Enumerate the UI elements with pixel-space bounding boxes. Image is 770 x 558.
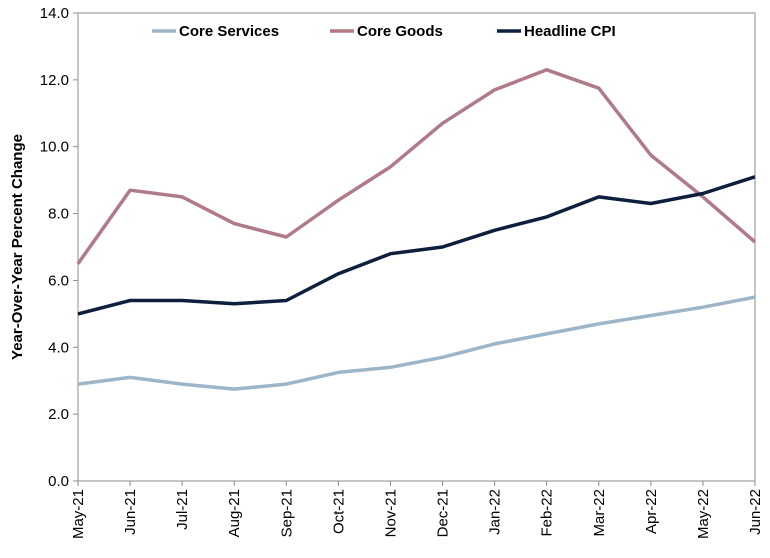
- series-line-core-services: [77, 295, 756, 391]
- y-axis-ticks: 0.0 2.0 4.0 6.0 8.0 10.0 12.0 14.0: [40, 5, 78, 490]
- x-tick-label: Jan-22: [487, 489, 504, 535]
- x-tick-label: Apr-22: [643, 489, 660, 534]
- legend-label: Headline CPI: [524, 23, 616, 40]
- y-tick-label: 6.0: [48, 272, 69, 289]
- x-tick-label: Dec-21: [435, 489, 452, 537]
- y-tick-label: 0.0: [48, 473, 69, 490]
- x-tick-label: May-21: [70, 489, 87, 539]
- x-tick-label: Jun-21: [122, 489, 139, 535]
- series-line-headline-cpi: [77, 175, 756, 316]
- legend-label: Core Services: [179, 23, 279, 40]
- legend: Core Services Core Goods Headline CPI: [152, 23, 616, 40]
- x-tick-label: Mar-22: [591, 489, 608, 537]
- legend-label: Core Goods: [357, 23, 443, 40]
- x-tick-label: Feb-22: [539, 489, 556, 537]
- x-tick-label: Jun-22: [747, 489, 764, 535]
- series-layer: [76, 68, 757, 391]
- x-axis-ticks: May-21 Jun-21 Jul-21 Aug-21 Sep-21 Oct-21 Nov-…: [70, 481, 764, 539]
- y-tick-label: 14.0: [40, 5, 69, 22]
- y-tick-label: 12.0: [40, 72, 69, 89]
- y-tick-label: 2.0: [48, 406, 69, 423]
- y-tick-label: 10.0: [40, 139, 69, 156]
- x-tick-label: Sep-21: [278, 489, 295, 537]
- x-tick-label: Jul-21: [174, 489, 191, 530]
- series-line-core-goods: [76, 68, 757, 265]
- plot-area-border: [77, 12, 756, 482]
- x-tick-label: Oct-21: [330, 489, 347, 534]
- x-tick-label: Aug-21: [226, 489, 243, 537]
- y-axis-label: Year-Over-Year Percent Change: [9, 134, 26, 360]
- x-tick-label: Nov-21: [382, 489, 399, 537]
- y-tick-label: 8.0: [48, 206, 69, 223]
- x-tick-label: May-22: [695, 489, 712, 539]
- y-tick-label: 4.0: [48, 339, 69, 356]
